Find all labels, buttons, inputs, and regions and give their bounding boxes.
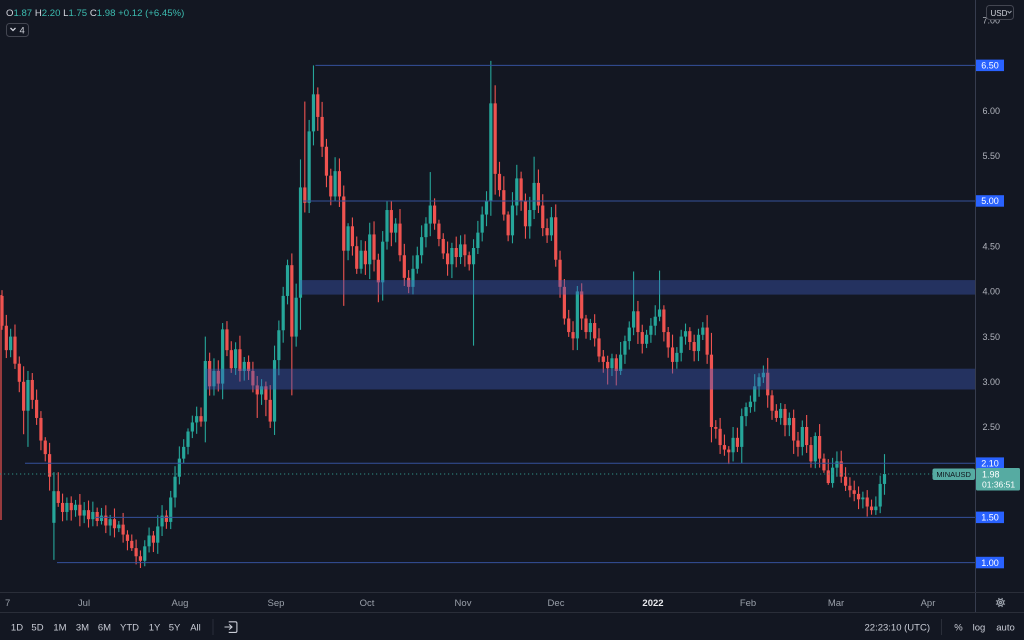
svg-text:2.10: 2.10 bbox=[981, 458, 999, 468]
svg-text:%: % bbox=[954, 623, 963, 634]
svg-text:7: 7 bbox=[5, 598, 10, 609]
svg-text:Feb: Feb bbox=[740, 598, 756, 609]
svg-text:4: 4 bbox=[20, 26, 25, 37]
svg-text:6.50: 6.50 bbox=[981, 61, 999, 71]
svg-text:Apr: Apr bbox=[921, 598, 936, 609]
svg-text:5Y: 5Y bbox=[169, 623, 181, 634]
svg-text:5D: 5D bbox=[31, 623, 43, 634]
svg-text:6.00: 6.00 bbox=[983, 106, 1001, 116]
svg-text:1Y: 1Y bbox=[149, 623, 161, 634]
svg-text:7.00: 7.00 bbox=[983, 15, 1001, 25]
svg-text:Oct: Oct bbox=[360, 598, 375, 609]
svg-text:1D: 1D bbox=[11, 623, 23, 634]
svg-text:4.50: 4.50 bbox=[983, 241, 1001, 251]
svg-text:6M: 6M bbox=[98, 623, 111, 634]
svg-text:auto: auto bbox=[996, 623, 1015, 634]
svg-text:Jul: Jul bbox=[78, 598, 90, 609]
svg-text:Sep: Sep bbox=[268, 598, 285, 609]
svg-text:3M: 3M bbox=[76, 623, 89, 634]
svg-text:O1.87 H2.20 L1.75 C1.98 +0.12: O1.87 H2.20 L1.75 C1.98 +0.12 (+6.45%) bbox=[6, 8, 184, 19]
svg-text:22:23:10 (UTC): 22:23:10 (UTC) bbox=[865, 623, 930, 634]
svg-text:1.50: 1.50 bbox=[981, 513, 999, 523]
svg-text:MINAUSD: MINAUSD bbox=[936, 470, 971, 479]
svg-text:Mar: Mar bbox=[828, 598, 844, 609]
svg-text:YTD: YTD bbox=[120, 623, 139, 634]
svg-text:1.00: 1.00 bbox=[981, 558, 999, 568]
svg-text:5.00: 5.00 bbox=[981, 196, 999, 206]
svg-text:2.50: 2.50 bbox=[983, 422, 1001, 432]
svg-text:5.50: 5.50 bbox=[983, 151, 1001, 161]
svg-text:01:36:51: 01:36:51 bbox=[982, 480, 1015, 490]
svg-text:1.98: 1.98 bbox=[982, 470, 1000, 480]
svg-text:4.00: 4.00 bbox=[983, 287, 1001, 297]
svg-text:Nov: Nov bbox=[455, 598, 472, 609]
svg-text:1M: 1M bbox=[53, 623, 66, 634]
svg-text:Aug: Aug bbox=[172, 598, 189, 609]
svg-text:All: All bbox=[190, 623, 201, 634]
svg-text:USD: USD bbox=[991, 9, 1008, 18]
svg-text:3.00: 3.00 bbox=[983, 377, 1001, 387]
svg-text:Dec: Dec bbox=[548, 598, 565, 609]
svg-text:log: log bbox=[973, 623, 986, 634]
svg-text:3.50: 3.50 bbox=[983, 332, 1001, 342]
svg-text:2022: 2022 bbox=[642, 598, 663, 609]
